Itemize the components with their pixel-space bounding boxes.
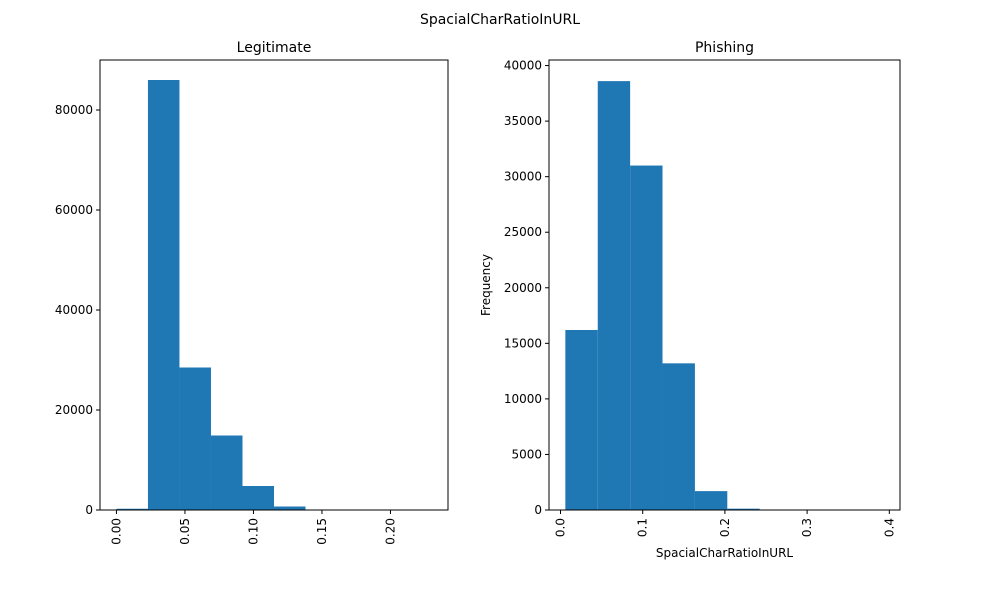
phishing-x-tick-label: 0.3 — [800, 518, 814, 537]
phishing-title: Phishing — [695, 40, 754, 56]
phishing-x-tick-label: 0.1 — [636, 518, 650, 537]
legitimate-bar — [242, 486, 274, 510]
legitimate-title: Legitimate — [237, 40, 312, 56]
phishing-x-tick-label: 0.2 — [718, 518, 732, 537]
legitimate-y-tick-label: 40000 — [55, 303, 93, 317]
legitimate-y-tick-label: 80000 — [55, 103, 93, 117]
phishing-bar — [597, 81, 631, 510]
phishing-y-tick-label: 15000 — [504, 336, 542, 350]
phishing-x-tick-label: 0.4 — [882, 518, 896, 537]
phishing-y-tick-label: 5000 — [511, 447, 542, 461]
legitimate-y-tick-label: 0 — [85, 503, 93, 517]
phishing-bar — [630, 165, 663, 511]
phishing-y-tick-label: 10000 — [504, 392, 542, 406]
phishing-y-tick-label: 0 — [534, 503, 542, 517]
phishing-x-tick-label: 0.0 — [554, 518, 568, 537]
phishing-y-axis-label: Frequency — [479, 254, 493, 316]
figure-suptitle: SpacialCharRatioInURL — [420, 12, 580, 28]
legitimate-axes-frame — [99, 59, 449, 511]
legitimate-y-tick-label: 60000 — [55, 203, 93, 217]
phishing-y-tick-label: 35000 — [504, 114, 542, 128]
legitimate-bar — [274, 506, 306, 510]
legitimate-x-tick-label: 0.05 — [178, 518, 192, 545]
phishing-y-tick-label: 40000 — [504, 59, 542, 73]
phishing-y-tick-label: 25000 — [504, 225, 542, 239]
phishing-bar — [694, 491, 728, 510]
legitimate-bar — [210, 435, 243, 510]
legitimate-x-tick-label: 0.10 — [246, 518, 260, 545]
phishing-panel: Phishing 0 5000 10000 15000 20000 25000 30000 35… — [479, 40, 901, 560]
phishing-bar — [662, 363, 695, 510]
phishing-bar — [565, 330, 598, 510]
phishing-y-tick-label: 20000 — [504, 281, 542, 295]
legitimate-bar — [179, 367, 211, 510]
phishing-y-tick-label: 30000 — [504, 170, 542, 184]
legitimate-y-tick-label: 20000 — [55, 403, 93, 417]
legitimate-panel: Legitimate 0 20000 40000 60000 80000 0.00 0.05 0… — [55, 40, 449, 545]
legitimate-bar — [116, 508, 148, 510]
legitimate-bar — [147, 80, 180, 510]
legitimate-x-tick-label: 0.00 — [109, 518, 123, 545]
legitimate-x-tick-label: 0.15 — [315, 518, 329, 545]
legitimate-x-tick-label: 0.20 — [383, 518, 397, 545]
phishing-bar — [727, 508, 760, 510]
phishing-x-axis-label: SpacialCharRatioInURL — [656, 546, 794, 560]
